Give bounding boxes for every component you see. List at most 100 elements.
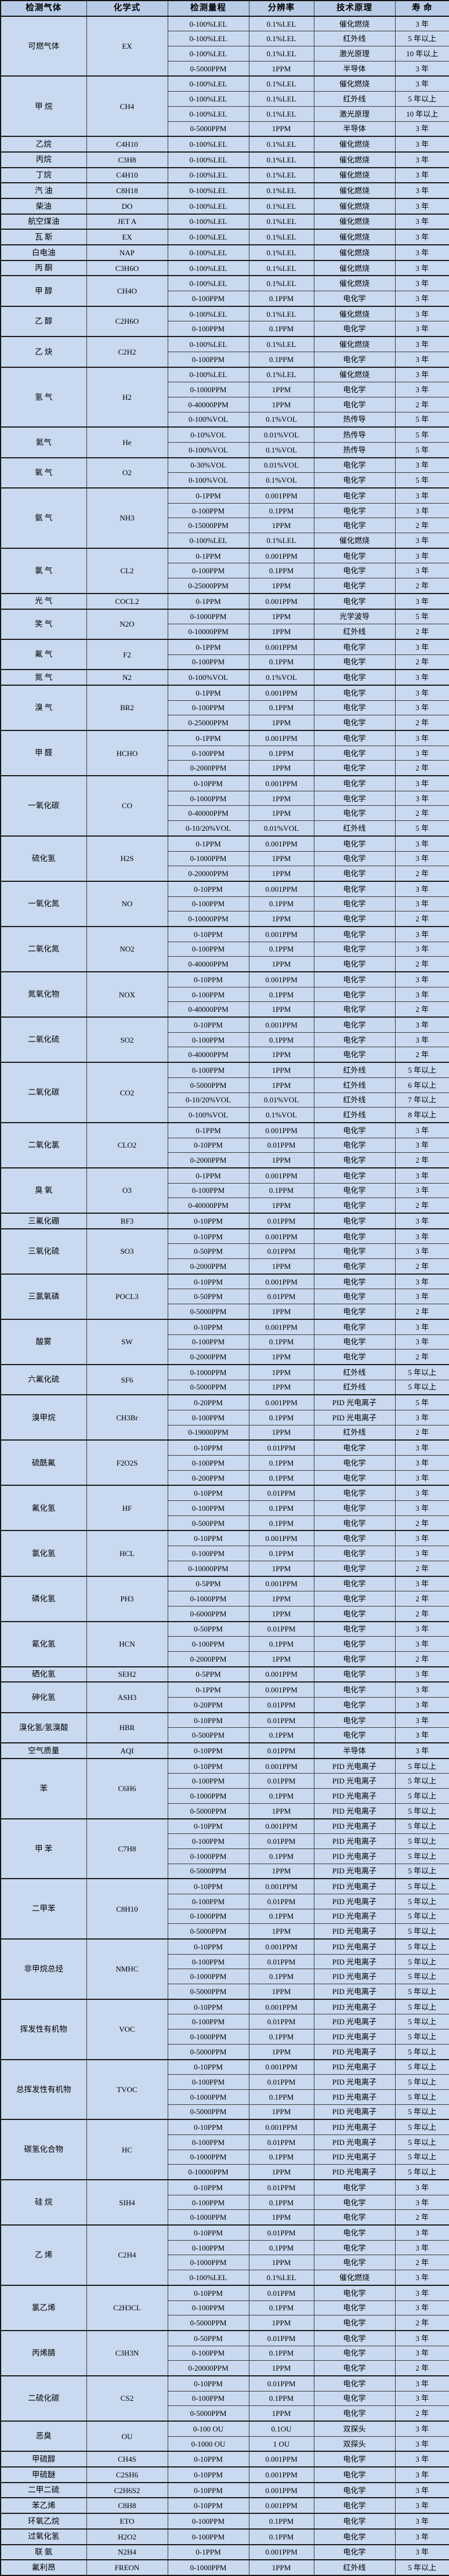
lifespan-cell: 5 年以上 — [394, 1788, 449, 1804]
principle-cell: 催化燃烧 — [313, 366, 396, 383]
lifespan-cell: 5 年以上 — [394, 1757, 449, 1774]
principle-cell: 电化学 — [313, 291, 396, 307]
lifespan-cell: 2 年 — [394, 866, 449, 882]
formula-cell: CS2 — [86, 2375, 168, 2422]
range-cell: 0-5000PPM — [167, 2043, 249, 2060]
resolution-cell: 0.001PPM — [248, 2058, 314, 2075]
principle-cell: PID 光电离子 — [313, 1908, 396, 1924]
resolution-cell: 0.1PPM — [248, 700, 314, 716]
range-cell: 0-50PPM — [167, 1289, 249, 1305]
range-cell: 0-100PPM — [167, 1546, 249, 1561]
formula-cell: C4H10 — [86, 167, 168, 183]
resolution-cell: 0.1PPM — [248, 2390, 314, 2407]
table-row: 0-1000PPM 1PPM 电化学 2 年 — [1, 2255, 449, 2271]
resolution-cell: 0.001PPM — [248, 1121, 314, 1138]
range-cell: 0-100PPM — [167, 941, 249, 957]
lifespan-cell: 3 年 — [394, 2179, 449, 2195]
table-row: 0-5000PPM 1PPM 电化学 2 年 — [1, 1304, 449, 1320]
gas-name-cell: 氨 气 — [0, 487, 87, 549]
formula-cell: CH4O — [86, 275, 168, 307]
principle-cell: 电化学 — [313, 518, 396, 534]
lifespan-cell: 2 年 — [394, 1258, 449, 1275]
range-cell: 0-5000PPM — [167, 1863, 249, 1879]
gas-name-cell: 氟利昂 — [0, 2559, 87, 2576]
lifespan-cell: 3 年 — [394, 592, 449, 609]
range-cell: 0-50PPM — [167, 1243, 249, 1260]
principle-cell: 电化学 — [313, 1515, 396, 1531]
range-cell: 0-100PPM — [167, 1773, 249, 1789]
resolution-cell: 1PPM — [248, 382, 314, 397]
gas-name-cell: 三氟化硼 — [0, 1213, 87, 1229]
table-row: 0-100%VOL 0.1%VOL 红外线 8 年以上 — [1, 1107, 449, 1123]
resolution-cell: 0.1%LEL — [248, 151, 314, 168]
resolution-cell: 0.1PPM — [248, 2194, 314, 2210]
lifespan-cell: 3 年 — [394, 1334, 449, 1350]
table-row: 0-5000PPM 1PPM 红外线 6 年以上 — [1, 1077, 449, 1093]
resolution-cell: 0.001PPM — [248, 487, 314, 504]
lifespan-cell: 3 年 — [394, 1455, 449, 1471]
gas-name-cell: 一氧化氮 — [0, 880, 87, 927]
table-row: 砷化氢 ASH3 0-1PPM 0.001PPM 电化学 3 年 — [0, 1681, 449, 1713]
range-cell: 0-10000PPM — [167, 624, 249, 640]
range-cell: 0-100PPM — [167, 2074, 249, 2090]
resolution-cell: 1PPM — [248, 1349, 314, 1365]
table-row: 苯 C6H6 0-10PPM 0.001PPM PID 光电离子 5 年以上 — [0, 1757, 449, 1819]
lifespan-cell: 3 年 — [394, 2451, 449, 2468]
lifespan-cell: 5 年以上 — [394, 1363, 449, 1380]
principle-cell: PID 光电离子 — [313, 2134, 396, 2150]
table-row: 甲 醛 HCHO 0-1PPM 0.001PPM 电化学 3 年 — [0, 729, 449, 776]
range-cell: 0-10PPM — [167, 1213, 249, 1229]
formula-cell: HF — [86, 1485, 168, 1531]
range-cell: 0-30%VOL — [167, 457, 249, 473]
range-cell: 0-1000PPM — [167, 608, 249, 625]
table-row: 可燃气体 EX 0-100%LEL 0.1%LEL 催化燃烧 3 年 — [0, 15, 449, 77]
principle-cell: 红外线 — [313, 91, 396, 107]
range-cell: 0-5000PPM — [167, 2315, 249, 2331]
resolution-cell: 0.01PPM — [248, 1137, 314, 1153]
gas-name-cell: 酸雾 — [0, 1318, 87, 1365]
table-row: 联 氨 N2H4 0-1PPM 0.001PPM 电化学 3 年 — [0, 2544, 449, 2560]
resolution-cell: 0.1PPM — [248, 2345, 314, 2361]
principle-cell: 催化燃烧 — [313, 75, 396, 92]
formula-cell: EX — [86, 15, 168, 77]
range-cell: 0-1000PPM — [167, 1788, 249, 1804]
gas-name-cell: 乙 醇 — [0, 305, 87, 337]
resolution-cell: 0.1%VOL — [248, 1107, 314, 1123]
table-row: 0-2000PPM 1PPM 电化学 2 年 — [1, 1651, 449, 1667]
table-row: 0-100%LEL 0.1%LEL 激光原理 10 年以上 — [1, 46, 449, 61]
principle-cell: 催化燃烧 — [313, 229, 396, 245]
principle-cell: 电化学 — [313, 1681, 396, 1698]
range-cell: 0-10000PPM — [167, 1560, 249, 1577]
range-cell: 0-100PPM — [167, 1953, 249, 1970]
range-cell: 0-100PPM — [167, 1062, 249, 1078]
range-cell: 0-10PPM — [167, 1137, 249, 1153]
lifespan-cell: 3 年 — [394, 1228, 449, 1244]
lifespan-cell: 3 年 — [394, 563, 449, 579]
formula-cell: NO2 — [86, 925, 168, 972]
lifespan-cell: 5 年以上 — [394, 1938, 449, 1955]
lifespan-cell: 5 年以上 — [394, 1863, 449, 1879]
table-row: 丙烷 C3H8 0-100%LEL 0.1%LEL 催化燃烧 3 年 — [0, 151, 449, 168]
lifespan-cell: 7 年以上 — [394, 1092, 449, 1108]
col-header-gas: 检测气体 — [0, 0, 87, 17]
principle-cell: PID 光电离子 — [313, 1863, 396, 1879]
range-cell: 0-1PPM — [167, 1681, 249, 1698]
table-row: 0-100PPM 0.1PPM 电化学 3 年 — [1, 2345, 449, 2361]
gas-name-cell: 笑 气 — [0, 608, 87, 640]
principle-cell: 电化学 — [313, 851, 396, 867]
range-cell: 0-1PPM — [167, 2544, 249, 2560]
lifespan-cell: 2 年 — [394, 518, 449, 534]
gas-name-cell: 苯 — [0, 1757, 87, 1819]
resolution-cell: 1PPM — [248, 805, 314, 822]
table-row: 0-1000PPM 0.1PPM PID 光电离子 5 年以上 — [1, 1788, 449, 1804]
range-cell: 0-25000PPM — [167, 578, 249, 594]
formula-cell: HCL — [86, 1530, 168, 1577]
principle-cell: 电化学 — [313, 1470, 396, 1486]
gas-name-cell: 氮 气 — [0, 669, 87, 686]
table-row: 甲 苯 C7H8 0-10PPM 0.001PPM PID 光电离子 5 年以上 — [0, 1818, 449, 1879]
formula-cell: C3H8 — [86, 151, 168, 168]
resolution-cell: 0.1PPM — [248, 745, 314, 761]
resolution-cell: 0.001PPM — [248, 1575, 314, 1592]
resolution-cell: 0.01%VOL — [248, 426, 314, 443]
